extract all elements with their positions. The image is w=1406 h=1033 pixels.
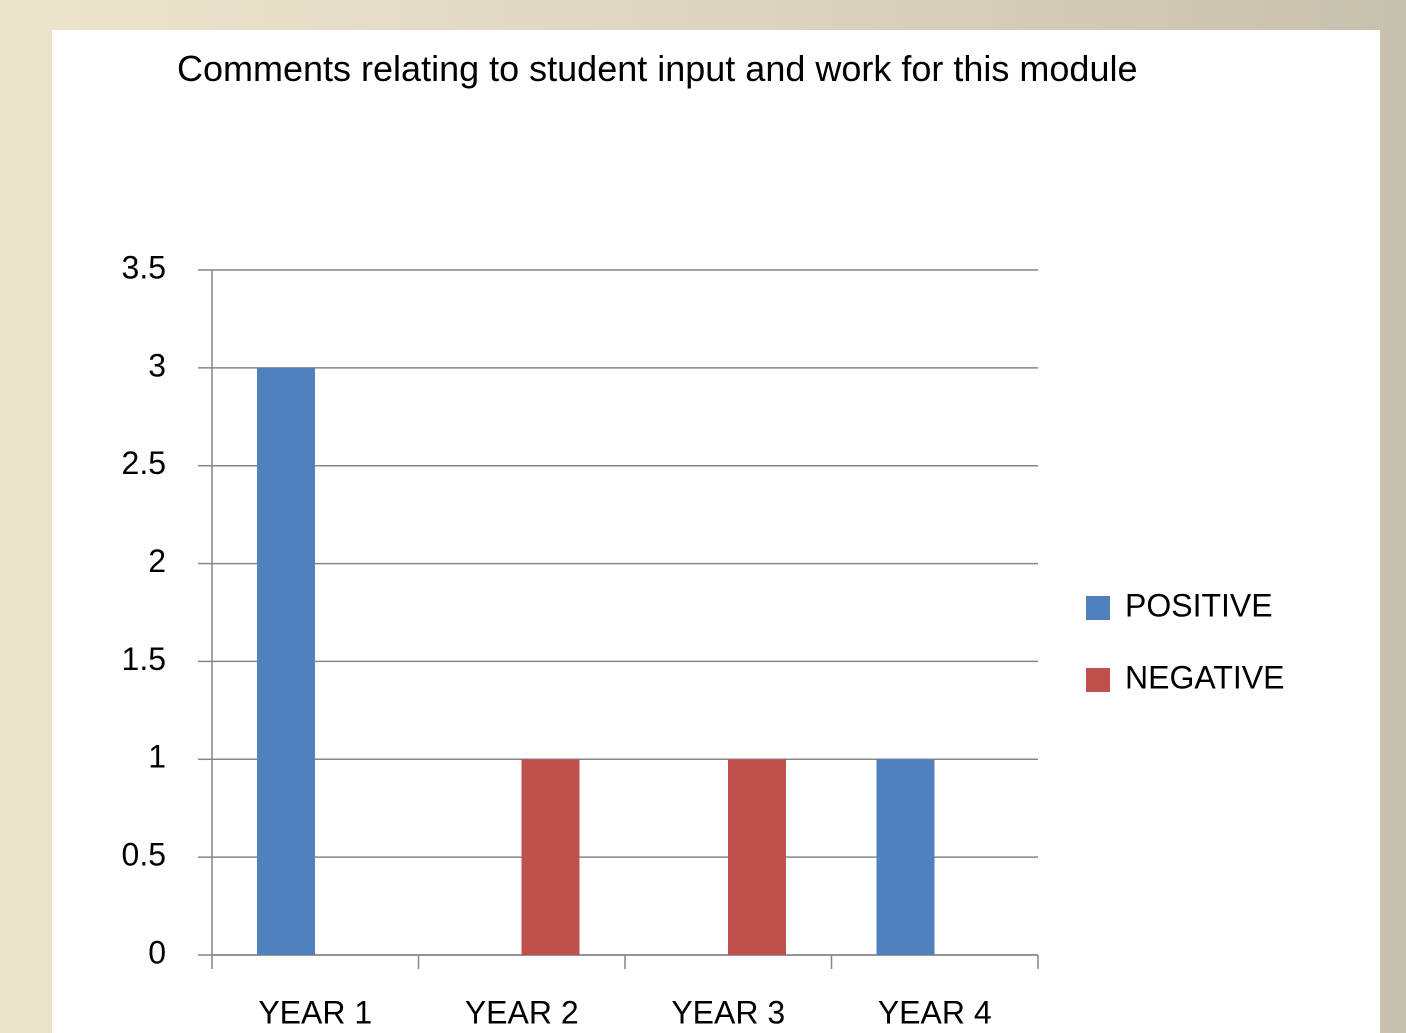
y-tick-label: 0 bbox=[148, 934, 166, 970]
x-tick-label: YEAR 4 bbox=[878, 994, 992, 1030]
x-tick-label: YEAR 2 bbox=[465, 994, 579, 1030]
y-tick-label: 2 bbox=[148, 543, 166, 579]
bar bbox=[257, 367, 315, 955]
legend-label: POSITIVE bbox=[1125, 587, 1273, 623]
legend-label: NEGATIVE bbox=[1125, 659, 1284, 695]
chart-title: Comments relating to student input and w… bbox=[177, 48, 1138, 89]
bar bbox=[728, 759, 786, 955]
legend-swatch bbox=[1086, 596, 1110, 620]
bar bbox=[876, 759, 935, 955]
bar bbox=[521, 759, 580, 955]
y-tick-label: 1 bbox=[148, 739, 166, 775]
y-tick-label: 3.5 bbox=[122, 249, 166, 285]
y-tick-label: 1.5 bbox=[122, 641, 166, 677]
x-tick-label: YEAR 1 bbox=[258, 994, 372, 1030]
x-tick-label: YEAR 3 bbox=[671, 994, 785, 1030]
y-tick-label: 3 bbox=[148, 347, 166, 383]
y-tick-label: 2.5 bbox=[122, 445, 166, 481]
y-tick-label: 0.5 bbox=[122, 837, 166, 873]
legend-swatch bbox=[1086, 668, 1110, 692]
